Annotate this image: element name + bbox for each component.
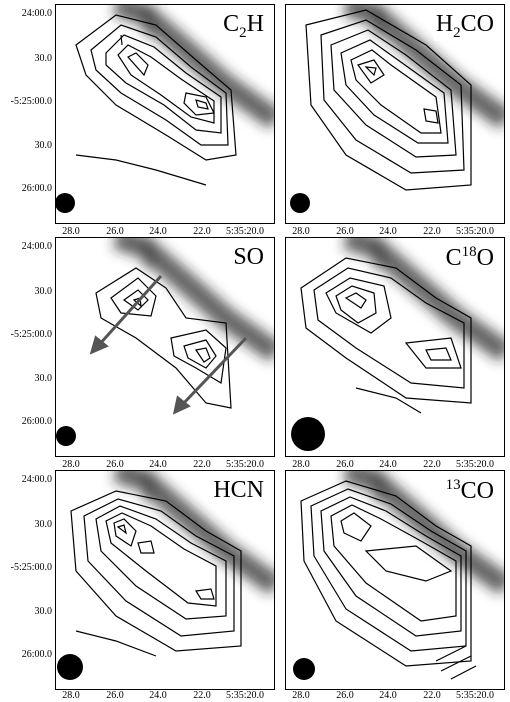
molecule-label: C18O [443,244,496,272]
y-tick: 24:00.0 [21,474,52,485]
y-tick: 24:00.0 [21,8,52,19]
x-tick: 26.0 [106,690,124,701]
contours [300,480,477,680]
contours [305,9,472,191]
direction-arrows [89,274,248,415]
x-tick: 5:35:20.0 [455,690,495,701]
x-tick: 28.0 [292,459,310,470]
beam-icon [291,417,325,451]
x-tick: 28.0 [292,226,310,237]
y-tick: 26:00.0 [21,416,52,427]
x-tick: 22.0 [193,226,211,237]
x-tick: 22.0 [193,690,211,701]
filament-shade [112,5,274,130]
molecule-label: HCN [211,477,266,504]
filament-shade [342,471,504,596]
panel-hcn: HCN [55,470,275,690]
beam-icon [56,193,75,213]
contours [300,257,472,414]
y-tick: 26:00.0 [21,649,52,660]
y-tick: 24:00.0 [21,241,52,252]
y-tick: 30.0 [34,140,53,151]
y-tick: 26:00.0 [21,183,52,194]
y-tick: 30.0 [34,373,53,384]
x-tick: 26.0 [106,226,124,237]
contours [70,490,242,657]
panel-13co: 13CO [285,470,505,690]
y-tick: -5:25:00.0 [10,329,52,340]
molecule-label: C2H [221,11,266,42]
x-tick: 26.0 [106,459,124,470]
contour-map-so [89,238,274,415]
panel-h2co: H2CO [285,4,505,224]
x-tick: 26.0 [336,226,354,237]
x-tick: 24.0 [379,226,397,237]
x-tick: 22.0 [423,690,441,701]
y-tick: 30.0 [34,519,53,530]
x-tick: 5:35:20.0 [455,459,495,470]
filament-shade [112,238,274,363]
contour-map-c18o [300,238,504,414]
x-tick: 5:35:20.0 [455,226,495,237]
molecule-label: H2CO [433,11,496,42]
x-tick: 22.0 [423,459,441,470]
contour-map-c2h [75,5,274,186]
x-tick: 24.0 [379,690,397,701]
y-tick: -5:25:00.0 [10,562,52,573]
x-tick: 5:35:20.0 [225,226,265,237]
y-tick: -5:25:00.0 [10,96,52,107]
x-tick: 28.0 [62,690,80,701]
x-tick: 28.0 [62,459,80,470]
x-tick: 24.0 [149,690,167,701]
beam-icon [293,658,315,680]
x-tick: 28.0 [292,690,310,701]
molecule-label: 13CO [443,477,496,505]
x-tick: 24.0 [149,226,167,237]
x-tick: 5:35:20.0 [225,459,265,470]
panel-so: SO [55,237,275,457]
molecule-label: SO [231,244,266,271]
contour-map-hcn [70,471,274,657]
x-tick: 24.0 [149,459,167,470]
y-tick: 30.0 [34,606,53,617]
panel-c2h: C2H [55,4,275,224]
y-tick: 30.0 [34,53,53,64]
x-tick: 22.0 [423,226,441,237]
beam-icon [57,654,83,680]
panel-c18o: C18O [285,237,505,457]
contour-map-13co [300,471,504,680]
contours [75,14,237,186]
x-tick: 5:35:20.0 [225,690,265,701]
x-tick: 28.0 [62,226,80,237]
x-tick: 22.0 [193,459,211,470]
beam-icon [56,426,76,446]
y-tick: 30.0 [34,286,53,297]
x-tick: 24.0 [379,459,397,470]
x-tick: 26.0 [336,459,354,470]
beam-icon [290,193,310,213]
contour-map-h2co [305,5,504,191]
x-tick: 26.0 [336,690,354,701]
